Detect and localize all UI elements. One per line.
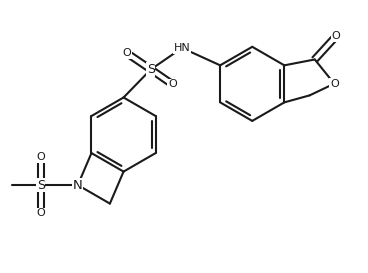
Text: O: O [168,79,177,89]
Text: O: O [36,208,45,218]
Text: O: O [330,79,339,89]
Text: O: O [332,31,340,41]
Text: S: S [147,63,155,76]
Text: S: S [37,179,45,192]
Text: HN: HN [174,43,190,53]
Text: O: O [122,48,131,58]
Text: O: O [36,152,45,162]
Text: N: N [73,179,83,192]
